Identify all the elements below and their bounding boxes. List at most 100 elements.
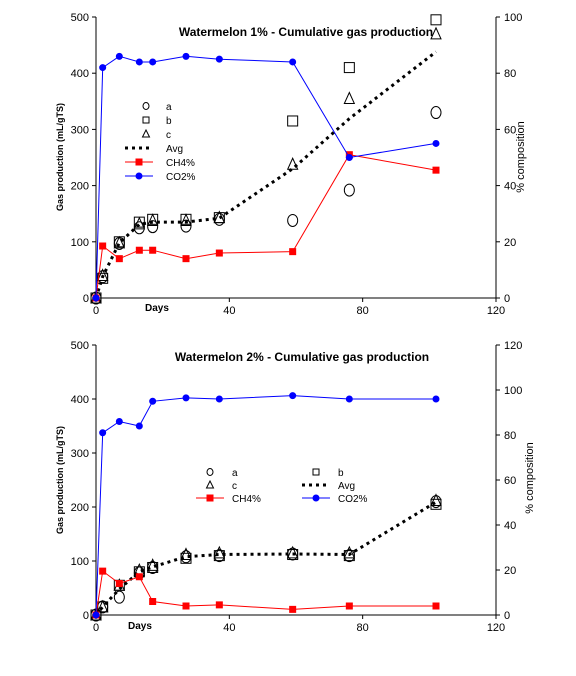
y2-tick-label: 100 [504, 385, 522, 397]
y2-tick-label: 40 [504, 520, 516, 532]
y-tick-label: 0 [83, 293, 89, 305]
data-point-ch4 [99, 242, 107, 250]
y-tick-label: 200 [71, 502, 89, 514]
series-line-co2 [95, 395, 436, 616]
data-point-ch4 [215, 249, 223, 257]
legend-symbol-a [142, 102, 150, 110]
data-point-ch4 [149, 246, 157, 254]
data-point-ch4 [115, 255, 123, 263]
data-point-co2 [345, 395, 353, 403]
y-tick-label: 0 [83, 610, 89, 622]
data-point-co2 [92, 294, 100, 302]
data-point-ch4 [289, 248, 297, 256]
data-point-ch4 [182, 255, 190, 263]
y2-tick-label: 100 [504, 12, 522, 24]
legend-symbol-co2 [312, 494, 320, 502]
data-point-c [113, 235, 126, 249]
data-point-co2 [115, 52, 123, 60]
legend-label: b [338, 468, 344, 479]
data-point-c [430, 26, 442, 40]
legend-label: b [166, 116, 172, 127]
data-point-co2 [289, 392, 297, 400]
series-line-avg [94, 50, 437, 299]
data-point-a [113, 590, 125, 604]
x-axis-label: Days [145, 303, 169, 314]
x-tick-label: 0 [93, 622, 99, 634]
legend-label: CH4% [166, 158, 195, 169]
data-point-co2 [92, 611, 100, 619]
legend-symbol-b [312, 468, 320, 476]
legend-label: c [232, 481, 237, 492]
legend-label: CH4% [232, 494, 261, 505]
y2-tick-label: 0 [504, 293, 510, 305]
y2-tick-label: 60 [504, 124, 516, 136]
data-point-ch4 [135, 246, 143, 254]
y2-axis-label: % composition [515, 121, 527, 193]
data-point-b [287, 115, 299, 127]
data-point-ch4 [432, 602, 440, 610]
data-point-ch4 [99, 567, 107, 575]
y2-axis-label: % composition [524, 442, 536, 514]
data-point-co2 [149, 58, 157, 66]
chart-bottom: Watermelon 2% - Cumulative gas productio… [55, 340, 536, 634]
data-point-co2 [99, 64, 107, 72]
data-point-co2 [432, 395, 440, 403]
data-point-ch4 [289, 605, 297, 613]
data-point-a [133, 221, 145, 235]
legend-symbol-co2 [135, 172, 143, 180]
x-tick-label: 80 [357, 305, 369, 317]
data-point-ch4 [149, 598, 157, 605]
legend-symbol-c [141, 128, 151, 138]
data-point-a [430, 106, 442, 120]
data-point-b [430, 14, 442, 26]
series-line-ch4 [95, 570, 436, 616]
data-point-co2 [115, 418, 123, 425]
data-point-c [146, 213, 159, 226]
data-point-co2 [215, 55, 223, 63]
data-point-co2 [432, 139, 440, 147]
legend-symbol-c [205, 479, 215, 489]
chart-top: Watermelon 1% - Cumulative gas productio… [55, 12, 527, 317]
y-tick-label: 400 [71, 394, 89, 406]
y-tick-label: 300 [71, 448, 89, 460]
data-point-c [180, 547, 192, 561]
legend-label: a [166, 102, 172, 113]
y2-tick-label: 40 [504, 181, 516, 193]
data-point-c [343, 91, 356, 104]
series-line-co2 [95, 55, 437, 299]
legend-label: a [232, 468, 238, 479]
data-point-co2 [289, 58, 297, 66]
legend-label: Avg [166, 144, 183, 155]
data-point-ch4 [182, 602, 190, 610]
data-point-a [287, 213, 299, 227]
data-point-c [180, 213, 192, 226]
data-point-c [133, 216, 146, 230]
y2-tick-label: 60 [504, 475, 516, 487]
y2-tick-label: 20 [504, 237, 516, 249]
data-point-a [180, 219, 192, 233]
data-point-co2 [215, 395, 223, 403]
data-point-c [286, 545, 299, 559]
y2-tick-label: 20 [504, 565, 516, 577]
x-tick-label: 80 [357, 622, 369, 634]
x-tick-label: 40 [223, 622, 235, 634]
y-axis-label: Gas production (mL/gTS) [55, 426, 65, 534]
chart-title: Watermelon 1% - Cumulative gas productio… [179, 25, 433, 39]
y-tick-label: 500 [71, 12, 89, 24]
data-point-b [343, 62, 355, 74]
data-point-ch4 [432, 166, 440, 174]
y-tick-label: 100 [71, 237, 89, 249]
data-point-ch4 [345, 602, 353, 610]
legend-symbol-a [206, 468, 214, 476]
x-tick-label: 40 [223, 305, 235, 317]
data-point-c [96, 268, 109, 282]
data-point-co2 [345, 154, 353, 161]
y2-tick-label: 120 [504, 340, 522, 352]
y-tick-label: 300 [71, 124, 89, 136]
y2-tick-label: 0 [504, 610, 510, 622]
data-point-c [343, 545, 356, 559]
chart-title: Watermelon 2% - Cumulative gas productio… [175, 350, 429, 364]
legend-label: CO2% [338, 494, 368, 505]
